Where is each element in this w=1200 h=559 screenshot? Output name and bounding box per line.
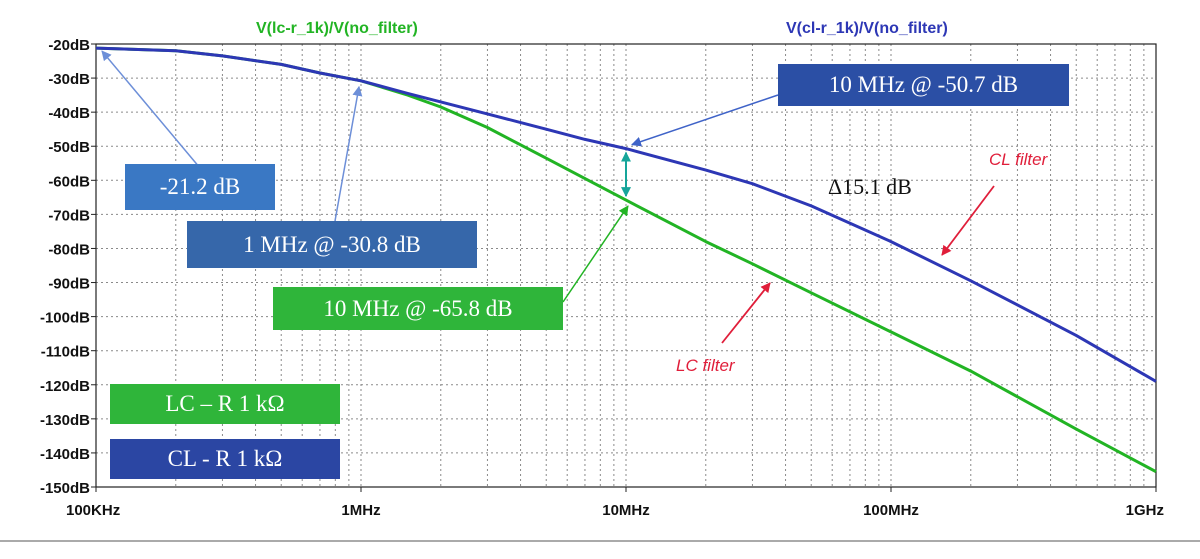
y-tick-label: -20dB (48, 37, 90, 54)
x-tick-label: 100MHz (863, 502, 919, 519)
y-tick-label: -130dB (40, 412, 90, 429)
y-tick-label: -30dB (48, 71, 90, 88)
x-tick-label: 1GHz (1126, 502, 1164, 519)
y-tick-label: -80dB (48, 241, 90, 258)
cl-10mhz-annotation: 10 MHz @ -50.7 dB (778, 64, 1069, 106)
cl-filter-curve (95, 46, 1157, 383)
1mhz-annotation: 1 MHz @ -30.8 dB (187, 221, 477, 268)
lc-10mhz-annotation: 10 MHz @ -65.8 dB (273, 287, 563, 330)
cl-10mhz-arrow (631, 94, 779, 147)
cl-series-title: V(cl-r_1k)/V(no_filter) (786, 20, 948, 37)
y-tick-label: -90dB (48, 276, 90, 293)
1mhz-arrow (334, 85, 363, 222)
legend-lc-box: LC – R 1 kΩ (110, 384, 340, 424)
y-tick-label: -140dB (40, 446, 90, 463)
delta-annotation: Δ15.1 dB (828, 174, 912, 199)
x-tick-label: 1MHz (341, 502, 380, 519)
cl-filter-label: CL filter (989, 150, 1048, 169)
cl-filter-arrow (941, 185, 995, 256)
y-tick-label: -100dB (40, 310, 90, 327)
lc-filter-arrow (721, 282, 771, 344)
x-tick-label: 10MHz (602, 502, 650, 519)
lc-series-title: V(lc-r_1k)/V(no_filter) (256, 20, 418, 37)
y-tick-label: -50dB (48, 139, 90, 156)
y-tick-label: -110dB (41, 344, 90, 361)
y-tick-label: -40dB (48, 105, 90, 122)
lc-filter-label: LC filter (676, 356, 735, 375)
y-tick-label: -150dB (40, 480, 90, 497)
lc-10mhz-arrow (562, 205, 629, 303)
start-arrow (101, 50, 201, 169)
y-tick-label: -70dB (48, 207, 90, 224)
start-annotation: -21.2 dB (125, 164, 275, 210)
x-tick-label: 100KHz (66, 502, 120, 519)
y-tick-label: -120dB (40, 378, 90, 395)
legend-cl-box: CL - R 1 kΩ (110, 439, 340, 479)
y-tick-label: -60dB (48, 173, 90, 190)
